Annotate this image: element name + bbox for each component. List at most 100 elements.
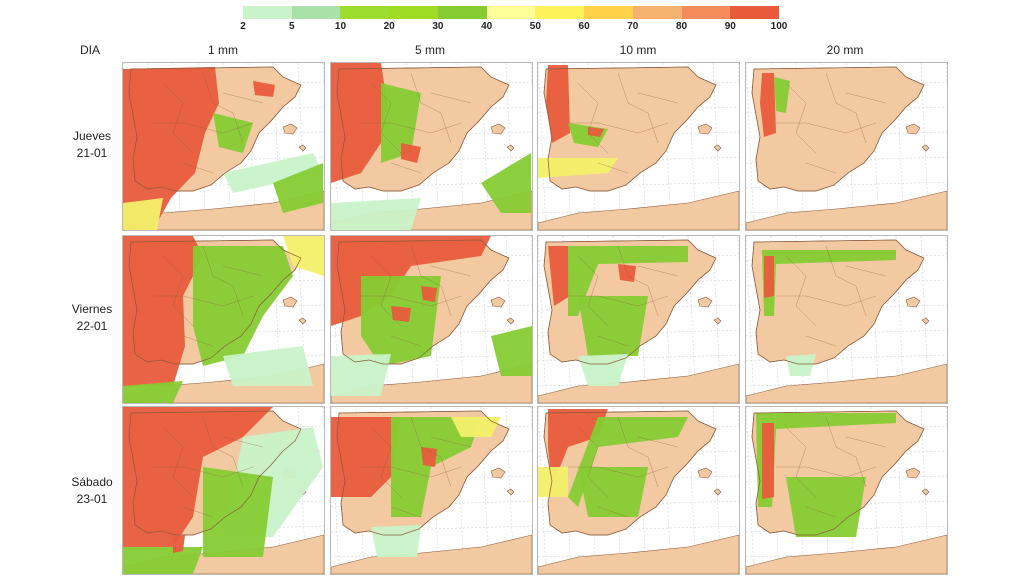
province-borders	[568, 416, 679, 518]
iberia-map	[123, 63, 324, 230]
probability-area	[568, 417, 688, 507]
iberia-map	[538, 407, 739, 574]
land-area	[490, 467, 506, 479]
probability-area	[578, 296, 648, 356]
province-borders	[361, 72, 472, 174]
probability-area	[283, 236, 324, 276]
probability-area	[421, 447, 437, 467]
probability-area	[588, 127, 604, 137]
land-area	[921, 488, 930, 496]
probability-area	[568, 246, 688, 316]
precip-probability-map-panel	[745, 235, 948, 404]
land-area	[921, 317, 930, 325]
probability-area	[548, 246, 570, 306]
iberia-map	[538, 236, 739, 403]
precip-probability-map-panel	[745, 62, 948, 231]
land-area	[713, 144, 722, 152]
legend-tick-label: 2	[240, 21, 246, 32]
legend-color-segment	[437, 6, 487, 19]
legend-tick-label: 100	[770, 21, 788, 32]
coastline	[751, 239, 925, 365]
iberia-map	[538, 63, 739, 230]
province-borders	[153, 72, 264, 174]
land-area	[905, 467, 921, 479]
land-area	[746, 363, 947, 403]
legend-color-segment	[632, 6, 682, 19]
coastline	[543, 66, 717, 192]
probability-area	[123, 547, 203, 574]
iberia-map	[331, 236, 532, 403]
coastline	[128, 66, 302, 192]
iberia-map	[331, 407, 532, 574]
iberia-map	[331, 63, 532, 230]
legend-color-segment	[340, 6, 390, 19]
land-area	[746, 190, 947, 230]
land-area	[697, 467, 713, 479]
land-area	[506, 488, 515, 496]
probability-area	[578, 467, 648, 517]
province-borders	[568, 245, 679, 347]
legend-tick-label: 5	[288, 21, 295, 32]
probability-area	[401, 143, 421, 163]
land-area	[490, 296, 506, 308]
land-area	[282, 296, 298, 308]
land-area	[298, 144, 307, 152]
coastline	[336, 410, 510, 536]
province-borders	[153, 416, 264, 518]
land-area	[282, 123, 298, 135]
row-label-date: 23-01	[76, 492, 108, 506]
probability-area	[451, 417, 501, 437]
legend-color-segment	[730, 6, 780, 19]
legend-tick-label: 70	[627, 21, 639, 32]
legend-color-segment	[389, 6, 438, 19]
precip-probability-map-panel	[330, 62, 533, 231]
row-label-saturday: Sábado 23-01	[52, 474, 132, 508]
probability-area	[391, 306, 411, 322]
legend-tick-label: 80	[675, 21, 688, 32]
probability-area	[193, 246, 293, 366]
province-borders	[361, 245, 472, 347]
legend-tick-label: 60	[578, 21, 590, 32]
province-borders	[776, 416, 887, 518]
iberia-map	[746, 63, 947, 230]
coastline	[128, 239, 302, 365]
land-area	[921, 144, 930, 152]
row-header-dia: DIA	[80, 43, 101, 57]
probability-area	[123, 381, 183, 403]
land-area	[713, 488, 722, 496]
legend-tick-label: 20	[383, 21, 395, 32]
column-header-5mm: 5 mm	[415, 43, 445, 57]
probability-area	[223, 346, 313, 386]
iberia-map	[746, 407, 947, 574]
column-header-1mm: 1 mm	[208, 43, 238, 57]
precip-probability-map-panel	[330, 235, 533, 404]
probability-area	[331, 198, 421, 230]
probability-area	[203, 467, 273, 557]
probability-area	[762, 423, 774, 499]
iberia-map	[123, 407, 324, 574]
probability-area	[331, 354, 391, 396]
probability-area	[548, 409, 608, 487]
legend-tick-label: 90	[724, 21, 736, 32]
legend-color-bar	[243, 6, 780, 19]
row-label-friday: Viernes 22-01	[52, 301, 132, 335]
legend-tick-label: 50	[529, 21, 541, 32]
iberia-map	[123, 236, 324, 403]
probability-area	[123, 198, 163, 230]
probability-area	[331, 63, 387, 183]
land-area	[905, 123, 921, 135]
column-header-20mm: 20 mm	[826, 43, 864, 57]
land-area	[905, 296, 921, 308]
land-area	[697, 296, 713, 308]
row-label-date: 21-01	[76, 146, 108, 160]
probability-area	[786, 354, 816, 376]
probability-area	[764, 256, 774, 298]
coastline	[543, 410, 717, 536]
legend-color-segment	[486, 6, 536, 19]
province-borders	[568, 72, 679, 174]
probability-area	[123, 407, 273, 547]
legend-color-segment	[535, 6, 585, 19]
row-label-day: Sábado	[71, 475, 113, 489]
probability-area	[421, 286, 437, 302]
probability-area	[774, 77, 790, 113]
